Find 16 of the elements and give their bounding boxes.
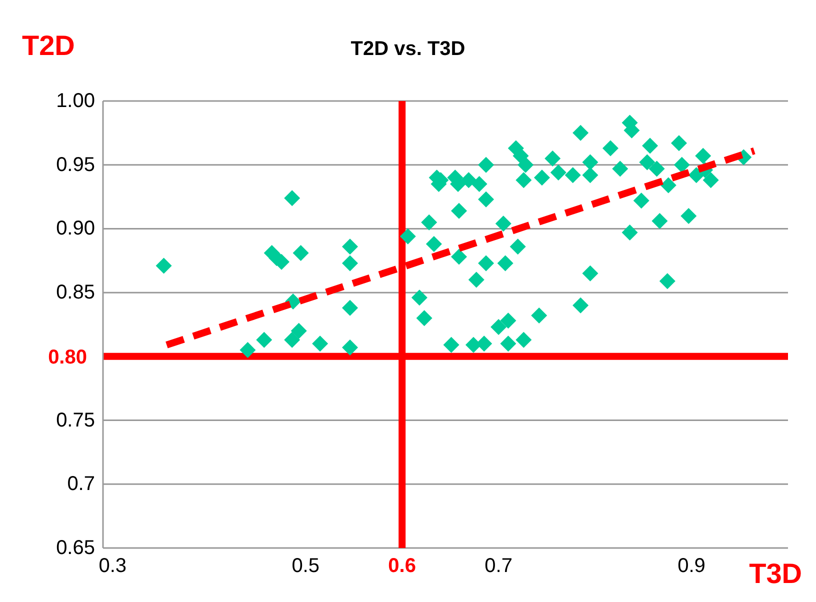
x-tick-label: 0.5	[292, 555, 320, 577]
y-tick-label: 0.65	[56, 537, 95, 559]
y-tick-label: 0.90	[56, 218, 95, 240]
x-axis-title: T3D	[749, 558, 802, 590]
y-tick-label: 0.85	[56, 282, 95, 304]
x-tick-label: 0.9	[678, 555, 706, 577]
x-tick-label: 0.6	[388, 555, 416, 577]
y-tick-label: 0.7	[67, 473, 95, 496]
y-tick-label: 0.75	[56, 409, 95, 432]
x-tick-label: 0.3	[98, 555, 127, 577]
y-axis-title: T2D	[22, 30, 75, 62]
y-tick-label: 0.95	[56, 154, 95, 176]
x-tick-label: 0.7	[484, 555, 512, 577]
y-tick-label: 1.00	[56, 90, 95, 112]
chart-title: T2D vs. T3D	[350, 38, 466, 60]
ref-line-label: 0.80	[48, 346, 87, 369]
